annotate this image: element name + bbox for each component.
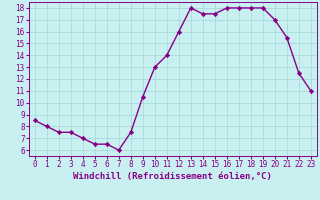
X-axis label: Windchill (Refroidissement éolien,°C): Windchill (Refroidissement éolien,°C) — [73, 172, 272, 181]
